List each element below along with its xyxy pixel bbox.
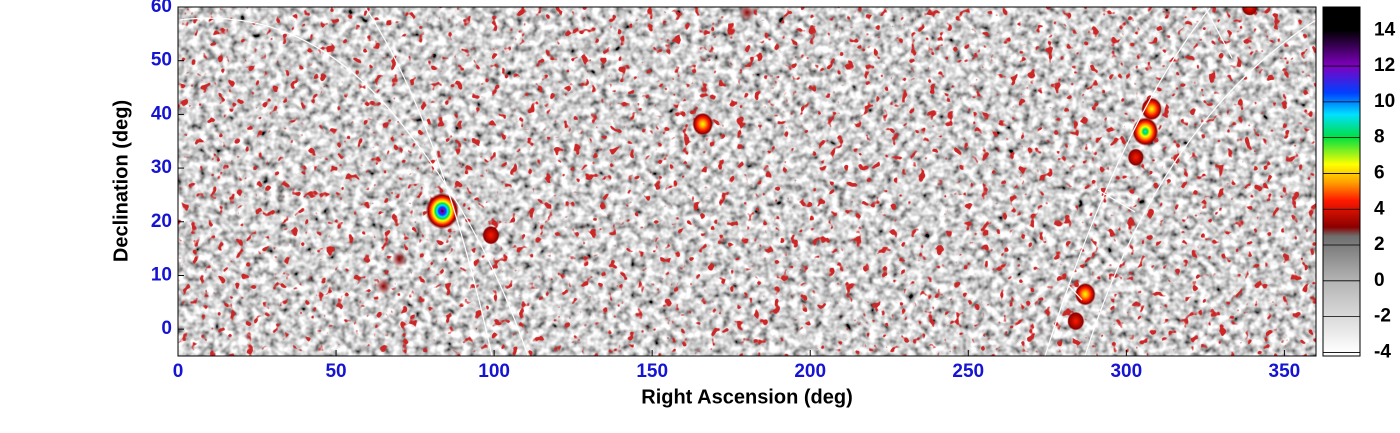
y-tick-label: 60 <box>151 0 172 17</box>
colorbar-tick-label: 12 <box>1374 55 1395 76</box>
source <box>1141 97 1162 121</box>
y-axis-title: Declination (deg) <box>110 100 132 262</box>
source <box>1241 7 1258 16</box>
source <box>425 192 459 230</box>
colorbar-tick-label: 0 <box>1374 270 1385 291</box>
x-tick-label: 0 <box>173 361 184 382</box>
galactic-plane <box>179 7 1316 356</box>
x-tick-label: 200 <box>794 361 826 382</box>
colorbar-tick-label: 14 <box>1374 19 1396 40</box>
source <box>1132 117 1159 146</box>
source <box>1127 148 1144 167</box>
y-tick-label: 30 <box>151 157 172 178</box>
x-tick-label: 350 <box>1269 361 1301 382</box>
source <box>391 250 407 268</box>
x-tick-label: 300 <box>1110 361 1142 382</box>
colorbar-tick-label: -2 <box>1374 306 1391 327</box>
background-specks <box>178 7 1316 356</box>
source <box>375 277 392 295</box>
sources <box>375 7 1258 331</box>
x-tick-label: 50 <box>325 361 346 382</box>
y-tick-label: 10 <box>151 264 172 285</box>
x-tick-label: 250 <box>952 361 984 382</box>
x-axis-title: Right Ascension (deg) <box>641 386 852 408</box>
source <box>692 112 714 136</box>
y-tick-label: 40 <box>151 103 172 124</box>
colorbar-tick-label: 2 <box>1374 234 1385 255</box>
colorbar-tick-label: 10 <box>1374 91 1395 112</box>
x-tick-label: 100 <box>478 361 510 382</box>
colorbar-tick-label: 6 <box>1374 162 1385 183</box>
source <box>1067 311 1085 331</box>
source <box>739 7 755 21</box>
colorbar-tick-label: 4 <box>1374 198 1385 219</box>
y-tick-label: 50 <box>151 50 172 71</box>
y-tick-label: 20 <box>151 211 172 232</box>
y-tick-label: 0 <box>161 318 172 339</box>
source <box>1074 282 1096 306</box>
colorbar <box>1322 6 1361 357</box>
plot-area <box>178 7 1316 356</box>
source <box>482 225 500 245</box>
colorbar-tick-label: -4 <box>1374 341 1391 362</box>
colorbar-tick-label: 8 <box>1374 127 1385 148</box>
x-tick-label: 150 <box>636 361 668 382</box>
plot-frame <box>177 6 1317 357</box>
